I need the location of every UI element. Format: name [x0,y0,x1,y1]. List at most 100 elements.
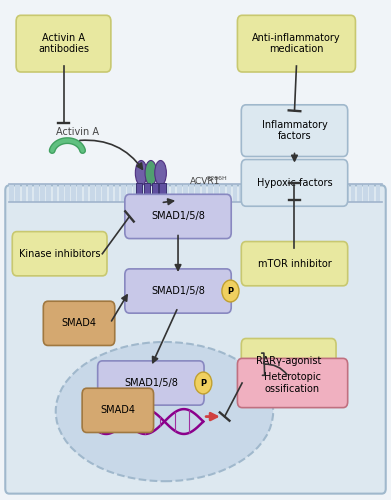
Bar [177,184,181,202]
Bar [270,184,275,202]
Bar [245,184,250,202]
Bar [208,184,213,202]
Text: Activin A
antibodies: Activin A antibodies [38,33,89,54]
Text: P: P [200,378,206,388]
Bar [376,184,380,202]
Text: Activin A: Activin A [56,127,99,137]
Text: SMAD1/5/8: SMAD1/5/8 [124,378,178,388]
Bar [115,184,119,202]
Circle shape [195,372,212,394]
Text: SMAD1/5/8: SMAD1/5/8 [151,212,205,222]
Ellipse shape [56,342,273,481]
Bar [314,184,318,202]
Bar [127,184,132,202]
Text: Kinase inhibitors: Kinase inhibitors [19,248,100,258]
Bar [183,184,188,202]
Bar [251,184,256,202]
Bar [233,184,237,202]
Bar [189,184,194,202]
Ellipse shape [145,160,157,186]
Ellipse shape [135,160,147,186]
Bar [77,184,82,202]
Bar [196,184,200,202]
Bar [136,183,142,210]
Bar [160,183,166,210]
Bar [53,184,57,202]
Bar [307,184,312,202]
Text: R206H: R206H [206,176,227,182]
Bar [344,184,349,202]
Bar [9,184,14,202]
Bar [133,184,138,202]
Bar [226,184,231,202]
Bar [351,184,355,202]
Bar [144,183,150,210]
FancyBboxPatch shape [241,242,348,286]
Bar [90,184,95,202]
Bar [214,184,219,202]
Bar [165,184,169,202]
Bar [221,184,225,202]
Text: Heterotopic
ossification: Heterotopic ossification [264,372,321,394]
Bar [320,184,325,202]
FancyBboxPatch shape [237,358,348,408]
FancyBboxPatch shape [12,232,107,276]
Bar [15,184,20,202]
Text: P: P [228,286,233,296]
Bar [96,184,101,202]
Bar [65,184,70,202]
Bar [22,184,26,202]
Bar [363,184,368,202]
Bar [109,184,113,202]
Bar [34,184,39,202]
Bar [332,184,337,202]
Bar [40,184,45,202]
Text: Inflammatory
factors: Inflammatory factors [262,120,327,142]
Bar [276,184,281,202]
Text: SMAD1/5/8: SMAD1/5/8 [151,286,205,296]
Bar [121,184,126,202]
FancyBboxPatch shape [82,388,154,432]
Bar [152,183,158,210]
FancyBboxPatch shape [98,361,204,405]
Bar [158,184,163,202]
Bar [202,184,206,202]
Bar [295,184,300,202]
Text: SMAD4: SMAD4 [61,318,97,328]
Text: RARγ-agonist: RARγ-agonist [256,356,321,366]
Bar [84,184,88,202]
Bar [59,184,63,202]
Bar [289,184,293,202]
Bar [239,184,244,202]
FancyBboxPatch shape [241,105,348,156]
Bar [146,184,151,202]
Bar [369,184,374,202]
Bar [282,184,287,202]
FancyBboxPatch shape [125,194,231,238]
Bar [326,184,331,202]
Circle shape [222,280,239,302]
Bar [71,184,76,202]
Text: mTOR inhibitor: mTOR inhibitor [258,258,331,268]
FancyBboxPatch shape [241,160,348,206]
Text: Anti-inflammatory
medication: Anti-inflammatory medication [252,33,341,54]
Bar [301,184,306,202]
Text: Hypoxic factors: Hypoxic factors [256,178,332,188]
FancyBboxPatch shape [125,269,231,313]
Ellipse shape [155,160,167,186]
Bar [102,184,107,202]
FancyBboxPatch shape [237,16,355,72]
Bar [47,184,51,202]
Bar [140,184,144,202]
Bar [170,184,175,202]
FancyBboxPatch shape [43,301,115,346]
Bar [264,184,269,202]
Bar [152,184,157,202]
Bar [338,184,343,202]
Bar [258,184,262,202]
Bar [357,184,362,202]
Text: ACVR1: ACVR1 [190,178,220,186]
FancyBboxPatch shape [241,338,336,383]
Text: SMAD4: SMAD4 [100,406,135,415]
FancyBboxPatch shape [5,186,386,494]
